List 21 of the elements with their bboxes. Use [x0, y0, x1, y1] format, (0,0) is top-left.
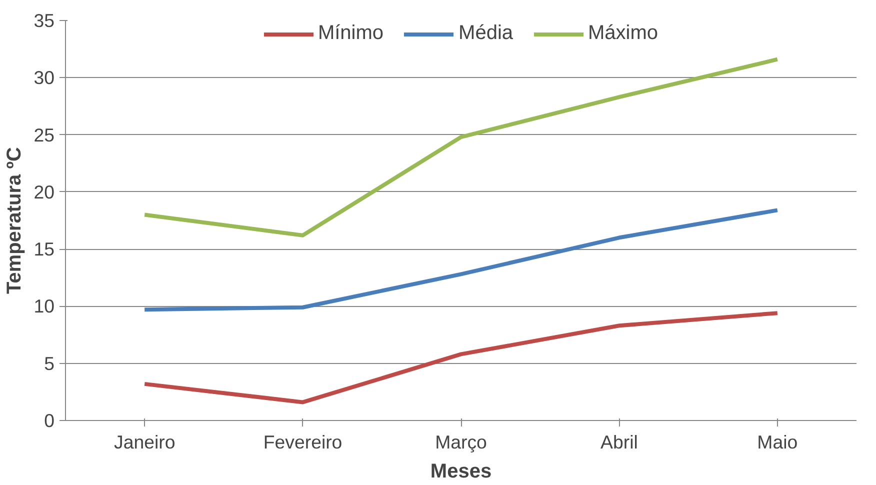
line-series: [142, 208, 780, 312]
x-axis-title: Meses: [430, 460, 492, 482]
x-tick-label: Fevereiro: [263, 432, 342, 452]
y-axis-title: Temperatura ºC: [4, 147, 26, 294]
y-tick-label: 35: [34, 10, 55, 31]
x-tick-label: Abril: [600, 432, 638, 452]
legend-label: Máximo: [588, 22, 658, 45]
y-tick-label: 20: [34, 181, 55, 202]
x-tick-label: Maio: [757, 432, 798, 452]
x-tick-label: Janeiro: [114, 432, 176, 452]
y-tick-label: 25: [34, 124, 55, 146]
y-tick-label: 10: [34, 296, 55, 317]
y-tick-label: 0: [44, 410, 55, 431]
y-tick-label: 30: [34, 67, 55, 88]
legend-label: Média: [458, 22, 514, 45]
y-tick-label: 15: [34, 238, 55, 260]
line-series: [142, 57, 780, 238]
legend-label: Mínimo: [318, 22, 384, 45]
line-series: [142, 311, 780, 404]
x-tick-label: Março: [435, 432, 487, 452]
y-tick-label: 5: [44, 352, 55, 374]
